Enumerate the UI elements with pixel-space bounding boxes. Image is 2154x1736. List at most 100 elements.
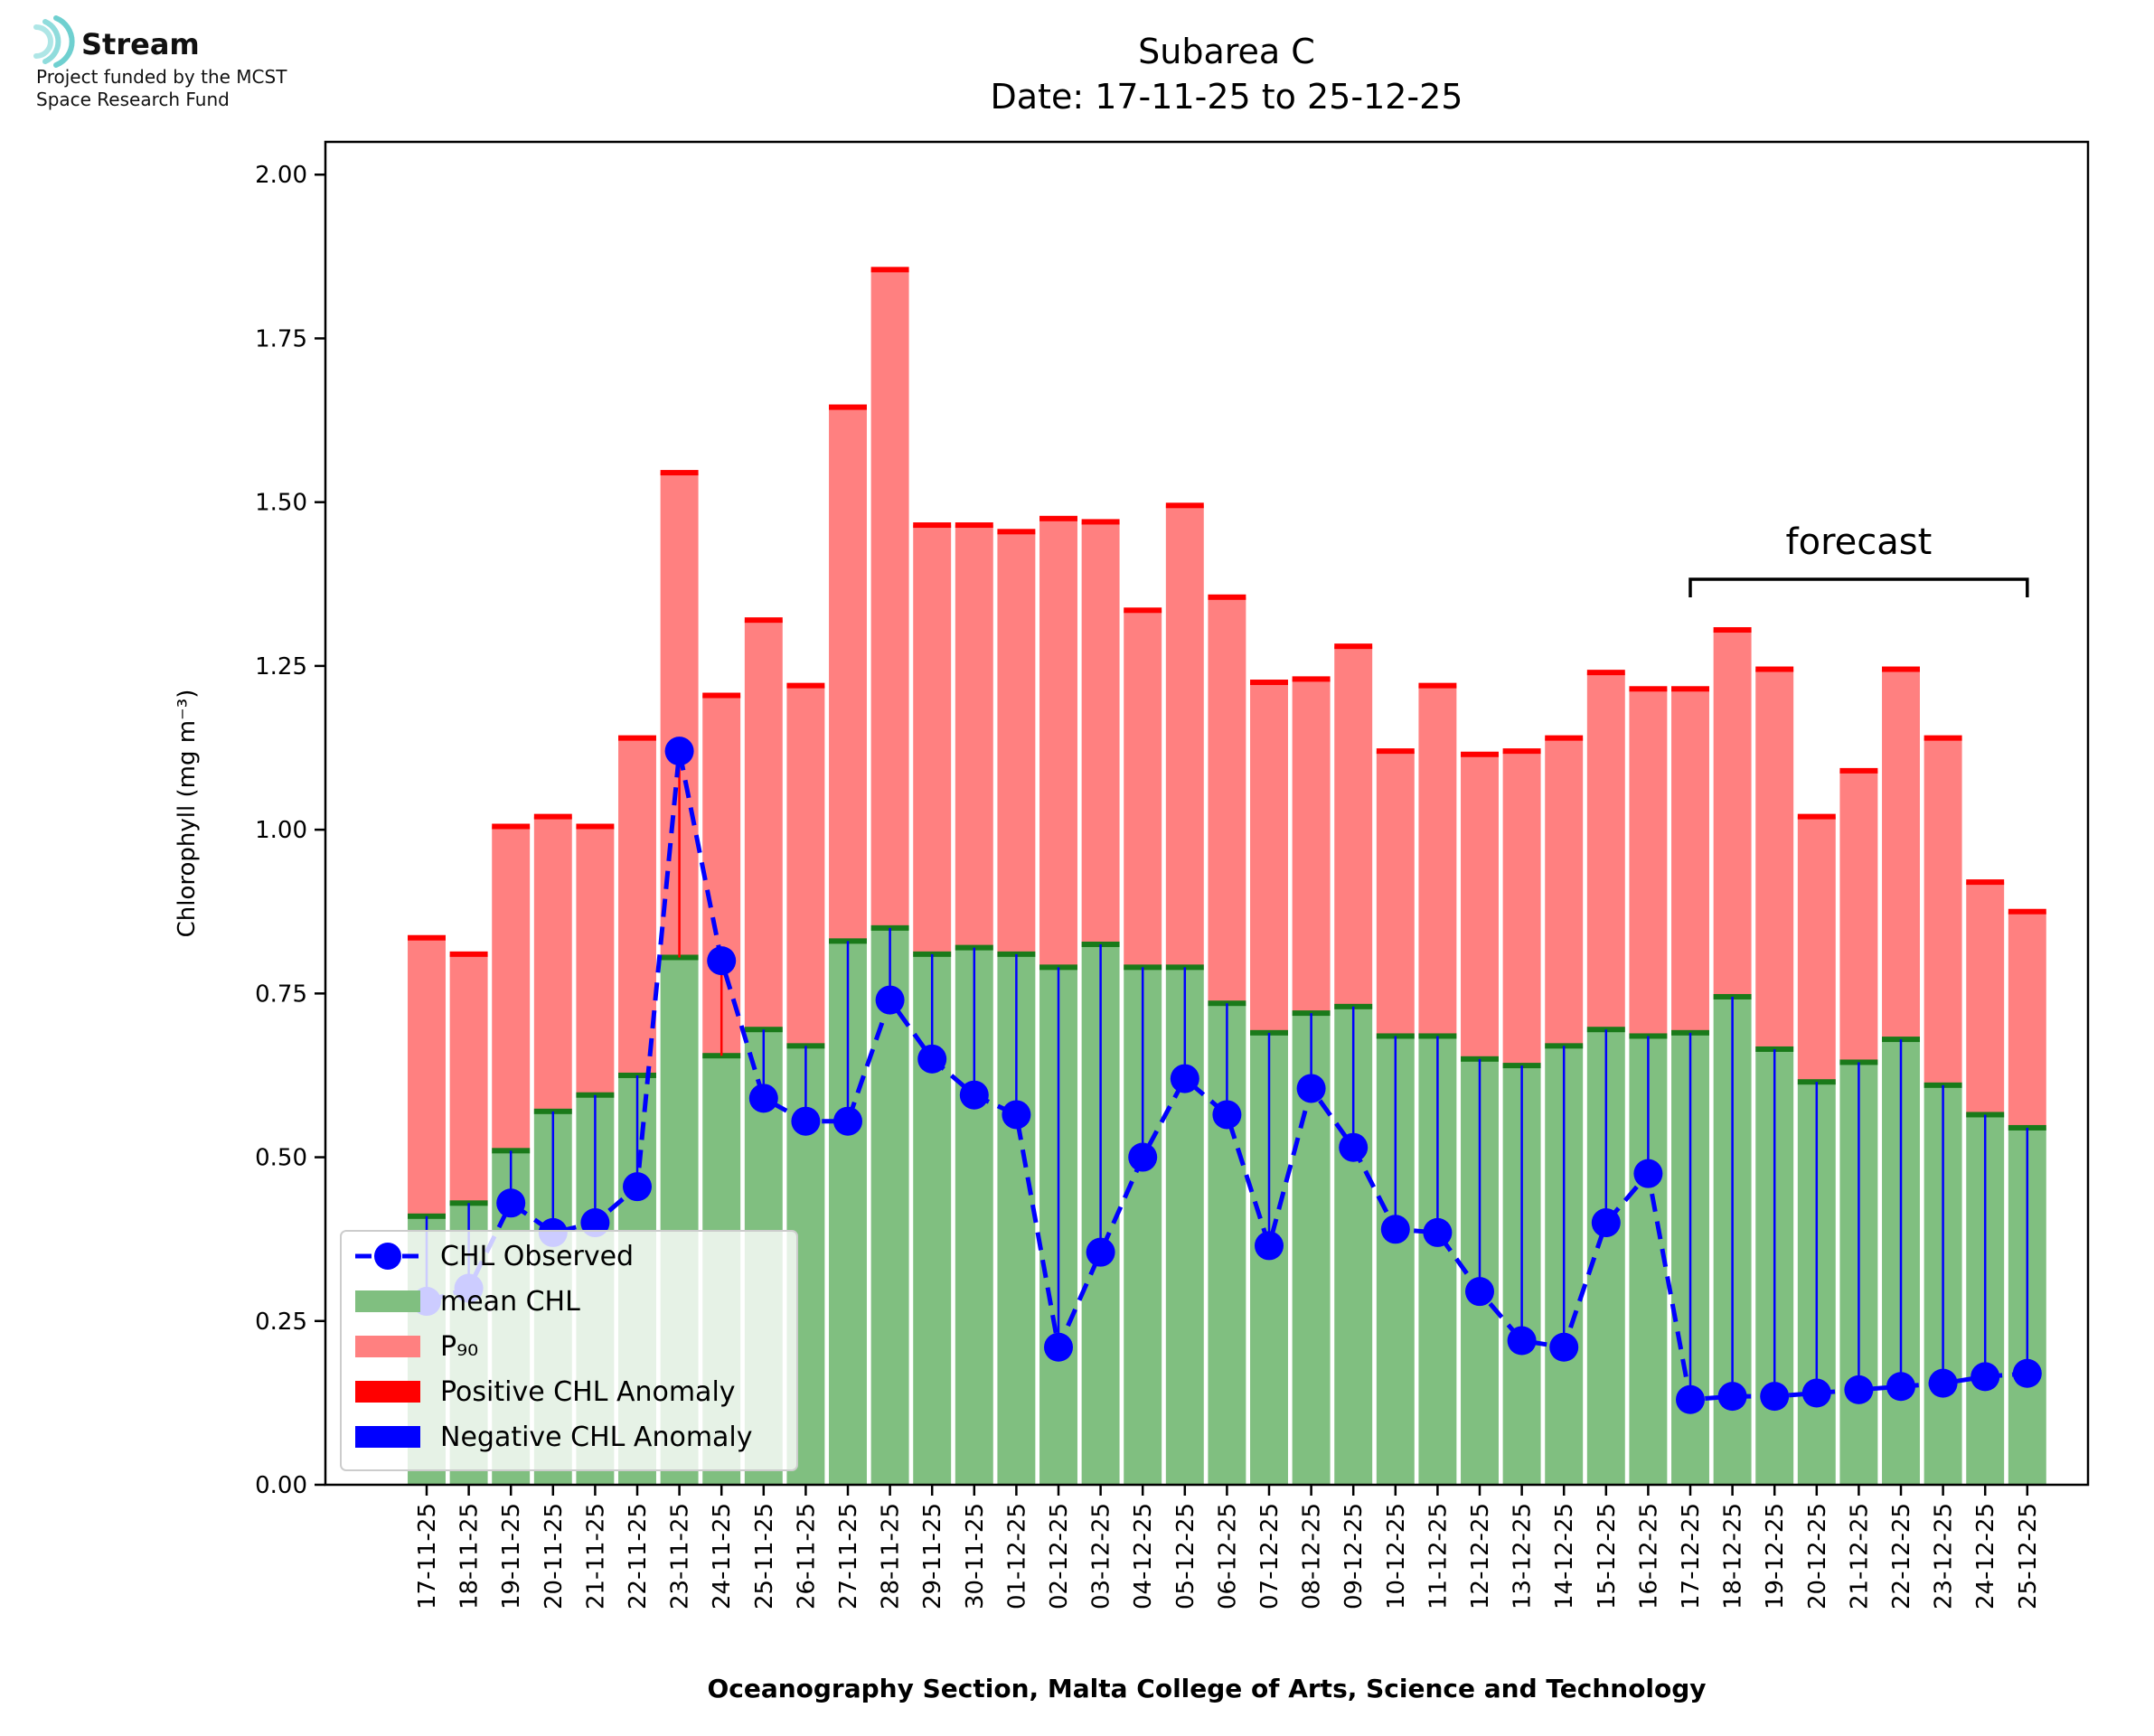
p90-bar <box>1586 672 1625 1030</box>
p90-bar <box>1545 737 1584 1046</box>
chl-observed-point <box>1339 1132 1369 1162</box>
chl-observed-point <box>664 737 694 766</box>
chl-observed-point <box>1971 1362 2000 1392</box>
y-tick-label: 1.00 <box>255 817 307 844</box>
x-tick-label: 01-12-25 <box>1003 1503 1030 1609</box>
legend: CHL Observed mean CHL P₉₀ Positive CHL Anom… <box>340 1230 798 1471</box>
chl-observed-line <box>426 750 2027 1403</box>
p90-cap <box>829 404 867 410</box>
x-tick-label: 20-12-25 <box>1804 1503 1831 1609</box>
chl-observed-point <box>1128 1142 1158 1172</box>
x-tick-label: 08-12-25 <box>1299 1503 1326 1609</box>
p90-bar <box>1924 737 1962 1085</box>
chart-subtitle: Date: 17-11-25 to 25-12-25 <box>991 77 1463 117</box>
x-tick-label: 25-12-25 <box>2015 1503 2042 1609</box>
p90-bar <box>1165 505 1204 968</box>
y-tick-label: 0.00 <box>255 1472 307 1499</box>
p90-cap <box>997 529 1036 535</box>
p90-cap <box>618 735 656 741</box>
x-tick-label: 04-12-25 <box>1130 1503 1157 1609</box>
p90-bar <box>1882 669 1920 1040</box>
p90-cap <box>1882 666 1920 672</box>
chl-observed-point <box>623 1172 652 1202</box>
p90-bar <box>618 737 656 1075</box>
p90-cap <box>1165 502 1204 509</box>
chl-observed-point <box>1591 1208 1621 1238</box>
p90-bar <box>1797 816 1836 1083</box>
y-axis-label: Chlorophyll (mg m⁻³) <box>174 690 201 938</box>
chl-observed-point <box>959 1080 989 1110</box>
forecast-annotation: forecast <box>1688 521 2029 597</box>
x-tick-label: 06-12-25 <box>1214 1503 1241 1609</box>
legend-label: Positive CHL Anomaly <box>440 1376 736 1408</box>
chl-observed-point <box>1549 1332 1579 1362</box>
p90-bar <box>1839 770 1878 1063</box>
x-tick-label: 25-11-25 <box>751 1503 778 1609</box>
x-axis: 17-11-25 18-11-25 19-11-25 20-11-25 21-11-25… <box>414 1485 2042 1609</box>
p90-cap <box>1755 666 1794 672</box>
chl-observed-point <box>1844 1375 1874 1404</box>
p90-cap <box>1586 670 1625 676</box>
x-tick-label: 24-12-25 <box>1972 1503 1999 1609</box>
p90-bar <box>1376 751 1415 1037</box>
chl-observed-point <box>1002 1100 1031 1130</box>
p90-bar <box>1081 521 1120 944</box>
p90-bar <box>1755 669 1794 1049</box>
p90-cap <box>870 267 909 273</box>
p90-cap <box>744 617 783 624</box>
x-tick-label: 07-12-25 <box>1256 1503 1284 1609</box>
p90-cap <box>1545 735 1584 741</box>
chl-observed-point <box>791 1106 821 1136</box>
legend-label: CHL Observed <box>440 1241 634 1272</box>
p90-cap <box>1039 515 1077 521</box>
y-axis: 0.00 0.25 0.50 0.75 1.00 1.25 1.50 1.75 2.00 <box>255 162 325 1499</box>
legend-swatch <box>355 1381 420 1403</box>
chl-observed-point <box>1170 1064 1199 1093</box>
p90-cap <box>2008 908 2046 915</box>
x-tick-label: 16-12-25 <box>1635 1503 1662 1609</box>
x-tick-label: 26-11-25 <box>793 1503 820 1609</box>
x-tick-label: 10-12-25 <box>1383 1503 1410 1609</box>
y-tick-label: 0.75 <box>255 981 307 1008</box>
p90-bar <box>533 816 572 1112</box>
x-tick-label: 05-12-25 <box>1172 1503 1199 1609</box>
chl-observed-point <box>833 1106 862 1136</box>
p90-bar <box>449 953 488 1204</box>
x-tick-label: 17-12-25 <box>1678 1503 1705 1609</box>
chl-observed-point <box>1255 1231 1284 1261</box>
plot-frame <box>324 140 2090 1487</box>
forecast-bracket <box>1688 577 2029 597</box>
p90-cap <box>1250 680 1288 686</box>
p90-cap <box>1081 519 1120 525</box>
p90-bar <box>1250 682 1288 1033</box>
x-tick-label: 23-12-25 <box>1931 1503 1958 1609</box>
logo-name: Stream <box>81 27 200 61</box>
x-tick-label: 14-12-25 <box>1551 1503 1578 1609</box>
x-tick-label: 18-12-25 <box>1720 1503 1747 1609</box>
p90-bar <box>1292 679 1331 1014</box>
p90-bar <box>744 620 783 1030</box>
x-axis-label: Oceanography Section, Malta College of A… <box>707 1674 1706 1703</box>
p90-bar <box>1208 596 1246 1004</box>
p90-bar <box>576 826 615 1095</box>
x-tick-label: 03-12-25 <box>1088 1503 1115 1609</box>
p90-cap <box>1124 607 1162 614</box>
y-tick-label: 0.25 <box>255 1309 307 1336</box>
p90-cap <box>576 823 615 830</box>
p90-cap <box>1839 767 1878 774</box>
p90-bar <box>829 407 867 942</box>
legend-swatch <box>355 1290 420 1312</box>
x-tick-label: 29-11-25 <box>919 1503 946 1609</box>
p90-bar <box>786 685 825 1046</box>
chl-observed-point <box>1801 1378 1831 1408</box>
p90-bar <box>1124 610 1162 968</box>
x-tick-label: 21-11-25 <box>582 1503 609 1609</box>
chl-observed-point <box>1928 1368 1958 1398</box>
x-tick-label: 15-12-25 <box>1594 1503 1621 1609</box>
x-tick-label: 27-11-25 <box>835 1503 862 1609</box>
x-tick-label: 12-12-25 <box>1467 1503 1494 1609</box>
legend-box <box>340 1230 798 1471</box>
stream-waves-icon <box>33 15 75 68</box>
chl-observed-point <box>1507 1326 1537 1356</box>
